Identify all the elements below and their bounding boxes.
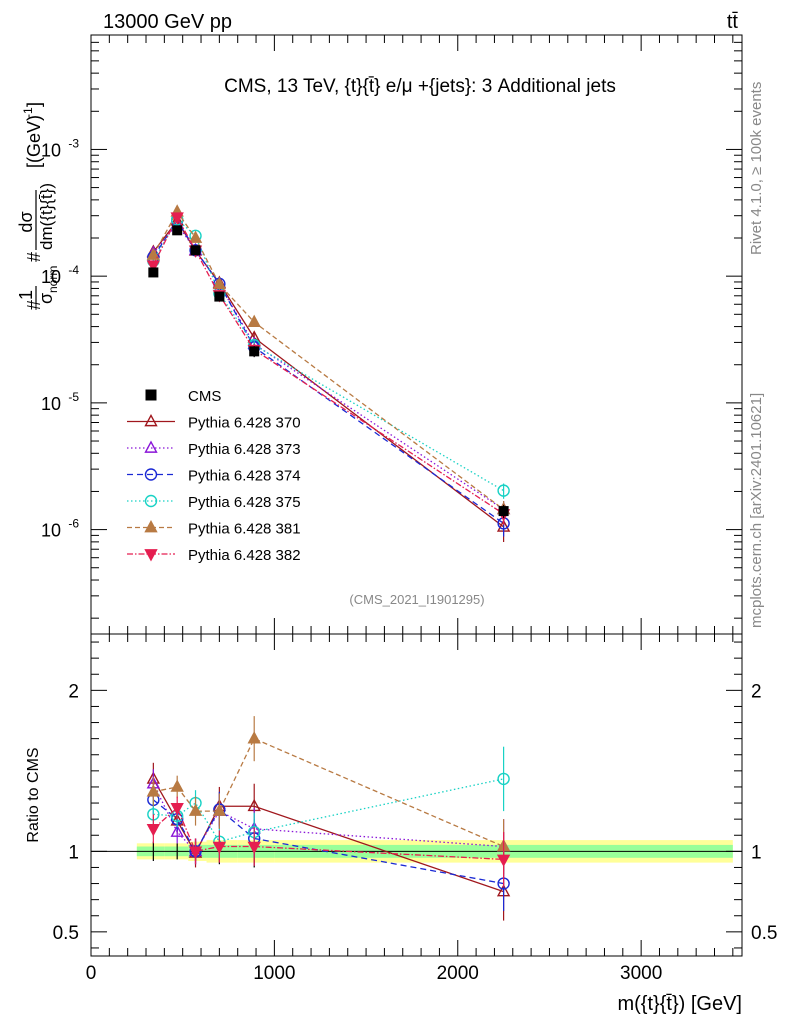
x-tick-label: 1000 (253, 963, 295, 984)
series-point (188, 230, 203, 243)
data-point (190, 245, 201, 256)
ratio-series-line (152, 806, 504, 861)
y-tick-exp-main: -5 (68, 390, 79, 404)
main-frame (90, 34, 743, 635)
legend-label: Pythia 6.428 374 (188, 468, 301, 485)
legend-label: Pythia 6.428 375 (188, 494, 301, 511)
legend-marker (144, 519, 158, 533)
ratio-panel: 0.5 0.5 1 1 2 2 (53, 633, 777, 957)
main-series (146, 204, 511, 543)
x-tick-label: 0 (86, 963, 97, 984)
ratio-series-line (153, 778, 504, 843)
series-point (170, 212, 184, 225)
ratio-point (496, 854, 511, 867)
ratio-series-line (152, 783, 504, 853)
rivet-label: Rivet 4.1.0, ≥ 100k events (748, 82, 765, 255)
legend-marker (144, 468, 158, 481)
legend-marker (145, 389, 157, 401)
ratio-point (212, 841, 227, 855)
svg-text:1: 1 (16, 290, 36, 300)
legend-label: Pythia 6.428 370 (188, 415, 301, 432)
data-point (214, 291, 225, 302)
ratio-point (146, 784, 161, 797)
analysis-id: (CMS_2021_I1901295) (349, 592, 484, 607)
svg-text:#: # (24, 252, 44, 262)
svg-text:dm({t}{t̄}): dm({t}{t̄}) (37, 183, 56, 250)
series-point (247, 314, 261, 327)
ratio-ticks: 0.5 0.5 1 1 2 2 (53, 634, 777, 956)
svg-text:dσ: dσ (16, 211, 36, 232)
mcplots-label: mcplots.cern.ch [arXiv:2401.10621] (748, 393, 765, 628)
series-point (497, 484, 510, 497)
svg-text:σ: σ (36, 293, 56, 304)
legend-marker (144, 494, 158, 508)
main-panel: 10 -6 10 -5 10 -4 10 -3 CMS, 13 TeV, {t}{t̄} e/… (41, 34, 743, 635)
ratio-point (188, 846, 203, 859)
ratio-point (146, 823, 161, 837)
series-line (152, 215, 504, 515)
ratio-series (146, 716, 511, 921)
ratio-point (247, 841, 261, 855)
x-tick-label: 2000 (437, 963, 479, 984)
ratio-point (170, 803, 184, 816)
ratio-point (247, 731, 261, 744)
data-point (498, 506, 509, 517)
energy-label: 13000 GeV pp (103, 11, 232, 33)
y-tick-exp-main: -6 (68, 517, 79, 531)
y-tick-label-main: 10 (41, 140, 61, 160)
x-axis-label: m({t}{t̄}) [GeV] (617, 993, 742, 1015)
main-y-axis-label: # 1 σ norm # dσ dm({t}{t̄}) [(GeV) -1 ] (16, 102, 60, 310)
y-tick-label-main: 10 (41, 394, 61, 414)
chart-title: CMS, 13 TeV, {t}{t̄} e/μ +{jets}: 3 Addi… (224, 76, 616, 97)
data-point (172, 225, 183, 236)
svg-text:-1: -1 (21, 107, 35, 118)
y-tick-label-ratio: 0.5 (53, 923, 79, 944)
ratio-y-axis-label: Ratio to CMS (25, 747, 42, 842)
x-tick-labels: 0 1000 2000 3000 (86, 963, 663, 984)
svg-text:]: ] (24, 102, 44, 107)
ratio-point (170, 824, 184, 837)
legend: CMS Pythia 6.428 370 Pythia 6.428 373 Pythi… (127, 388, 301, 564)
ratio-frame (90, 633, 743, 957)
ratio-point (212, 803, 227, 816)
y-tick-label-ratio: 1 (68, 842, 79, 863)
y-tick-exp-main: -4 (68, 263, 79, 277)
x-tick-label: 3000 (620, 963, 662, 984)
main-ticks: 10 -6 10 -5 10 -4 10 -3 (41, 34, 742, 634)
series-point (212, 276, 227, 290)
data-point (249, 346, 260, 357)
ratio-point (188, 803, 203, 816)
svg-text:norm: norm (46, 266, 60, 293)
y-tick-label-ratio: 2 (68, 681, 79, 702)
y-tick-label-ratio-right: 1 (751, 842, 762, 863)
legend-label: Pythia 6.428 373 (188, 441, 301, 458)
y-tick-label-main: 10 (41, 267, 61, 287)
series-point (146, 247, 161, 260)
legend-marker (144, 413, 158, 427)
ratio-point (497, 772, 510, 786)
ratio-point (170, 779, 184, 792)
legend-label: Pythia 6.428 381 (188, 521, 301, 538)
legend-label: CMS (188, 388, 221, 405)
legend-marker (144, 440, 158, 453)
y-tick-label-ratio-right: 0.5 (751, 923, 777, 944)
svg-text:[(GeV): [(GeV) (24, 115, 44, 168)
series-line (152, 210, 504, 510)
data-point (148, 267, 159, 278)
ratio-series-line (153, 737, 504, 848)
series-point (146, 260, 161, 273)
legend-marker (144, 549, 158, 562)
y-tick-exp-main: -3 (68, 136, 79, 150)
cms-data-points (148, 225, 509, 519)
svg-text:#: # (24, 300, 44, 310)
process-label: tt̄ (727, 11, 739, 33)
y-tick-label-main: 10 (41, 521, 61, 541)
legend-label: Pythia 6.428 382 (188, 547, 301, 564)
y-tick-label-ratio-right: 2 (751, 681, 762, 702)
